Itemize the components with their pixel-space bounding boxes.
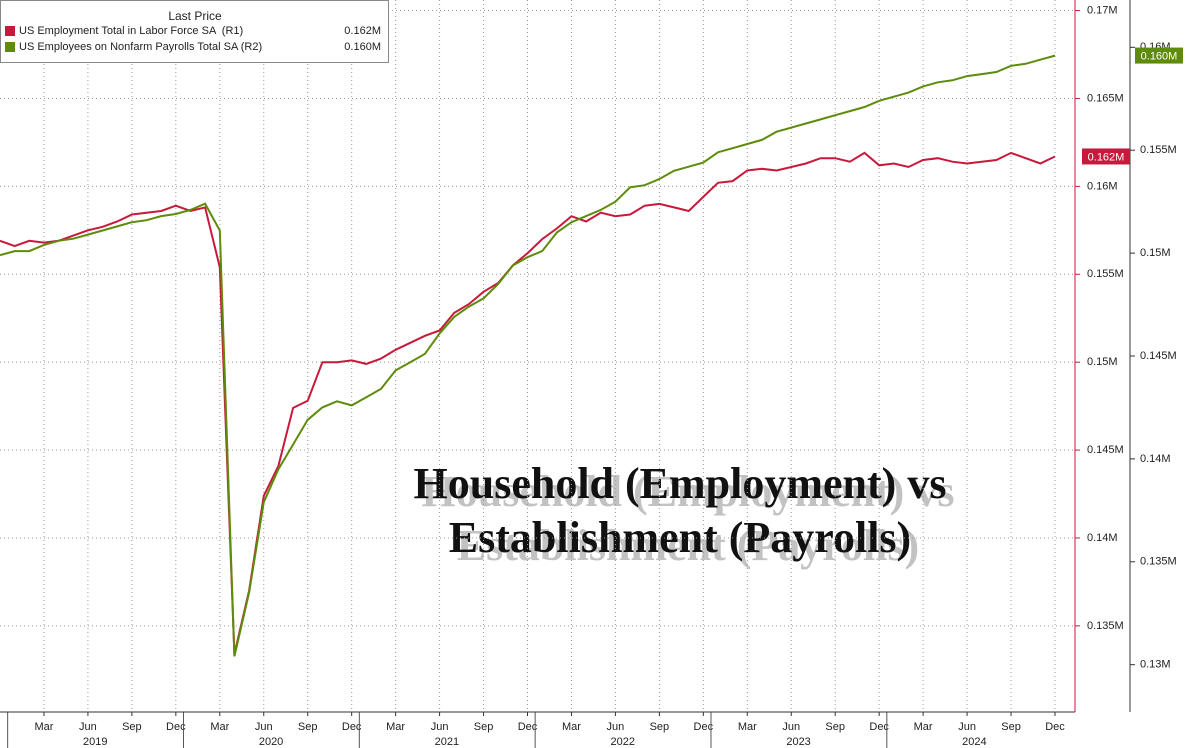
y-tick-label: 0.16M <box>1087 180 1118 192</box>
x-tick-label: Mar <box>210 721 229 733</box>
year-label: 2022 <box>611 736 635 748</box>
x-tick-label: Sep <box>825 721 845 733</box>
x-tick-label: Jun <box>958 721 976 733</box>
x-tick-label: Sep <box>474 721 494 733</box>
legend-swatch <box>5 26 15 36</box>
series-line <box>0 54 1056 657</box>
legend-label: US Employment Total in Labor Force SA (R… <box>19 25 243 37</box>
year-label: 2019 <box>83 736 107 748</box>
last-price-label: 0.160M <box>1141 50 1178 62</box>
y2-tick-label: 0.13M <box>1140 659 1171 671</box>
x-tick-label: Sep <box>298 721 318 733</box>
x-tick-label: Mar <box>562 721 581 733</box>
x-tick-label: Jun <box>255 721 273 733</box>
x-tick-label: Sep <box>1001 721 1021 733</box>
x-tick-label: Jun <box>79 721 97 733</box>
x-tick-label: Dec <box>869 721 889 733</box>
year-label: 2021 <box>435 736 459 748</box>
y-tick-label: 0.15M <box>1087 356 1118 368</box>
legend-title: Last Price <box>168 9 222 23</box>
x-tick-label: Dec <box>518 721 538 733</box>
y2-tick-label: 0.145M <box>1140 350 1177 362</box>
legend-label: US Employees on Nonfarm Payrolls Total S… <box>19 41 262 53</box>
y2-tick-label: 0.155M <box>1140 144 1177 156</box>
annotation-shadow: Household (Employment) vs <box>422 467 955 516</box>
x-tick-label: Dec <box>694 721 714 733</box>
y2-tick-label: 0.15M <box>1140 247 1171 259</box>
x-tick-label: Jun <box>431 721 449 733</box>
year-label: 2024 <box>962 736 986 748</box>
y2-tick-label: 0.14M <box>1140 453 1171 465</box>
x-tick-label: Sep <box>650 721 670 733</box>
series-line <box>0 151 1056 655</box>
year-label: 2020 <box>259 736 283 748</box>
y-tick-label: 0.165M <box>1087 92 1124 104</box>
x-tick-label: Jun <box>607 721 625 733</box>
y-tick-label: 0.145M <box>1087 444 1124 456</box>
last-price-tag <box>1135 47 1183 64</box>
year-label: 2023 <box>786 736 810 748</box>
legend-value: 0.160M <box>344 41 381 53</box>
legend-swatch <box>5 42 15 52</box>
annotation-shadow: Establishment (Payrolls) <box>457 521 919 570</box>
x-tick-label: Mar <box>914 721 933 733</box>
legend-value: 0.162M <box>344 25 381 37</box>
y-tick-label: 0.14M <box>1087 532 1118 544</box>
annotation-line: Household (Employment) vs <box>414 459 947 508</box>
x-tick-label: Dec <box>342 721 362 733</box>
last-price-label: 0.162M <box>1088 151 1125 163</box>
x-tick-label: Sep <box>122 721 142 733</box>
y-tick-label: 0.155M <box>1087 268 1124 280</box>
y-tick-label: 0.135M <box>1087 620 1124 632</box>
x-tick-label: Mar <box>386 721 405 733</box>
x-tick-label: Jun <box>782 721 800 733</box>
last-price-tag <box>1082 148 1130 165</box>
x-tick-label: Dec <box>1045 721 1065 733</box>
y-tick-label: 0.17M <box>1087 4 1118 16</box>
x-tick-label: Dec <box>166 721 186 733</box>
y2-tick-label: 0.135M <box>1140 556 1177 568</box>
x-tick-label: Mar <box>738 721 757 733</box>
legend-box <box>0 0 389 63</box>
x-tick-label: Mar <box>34 721 53 733</box>
